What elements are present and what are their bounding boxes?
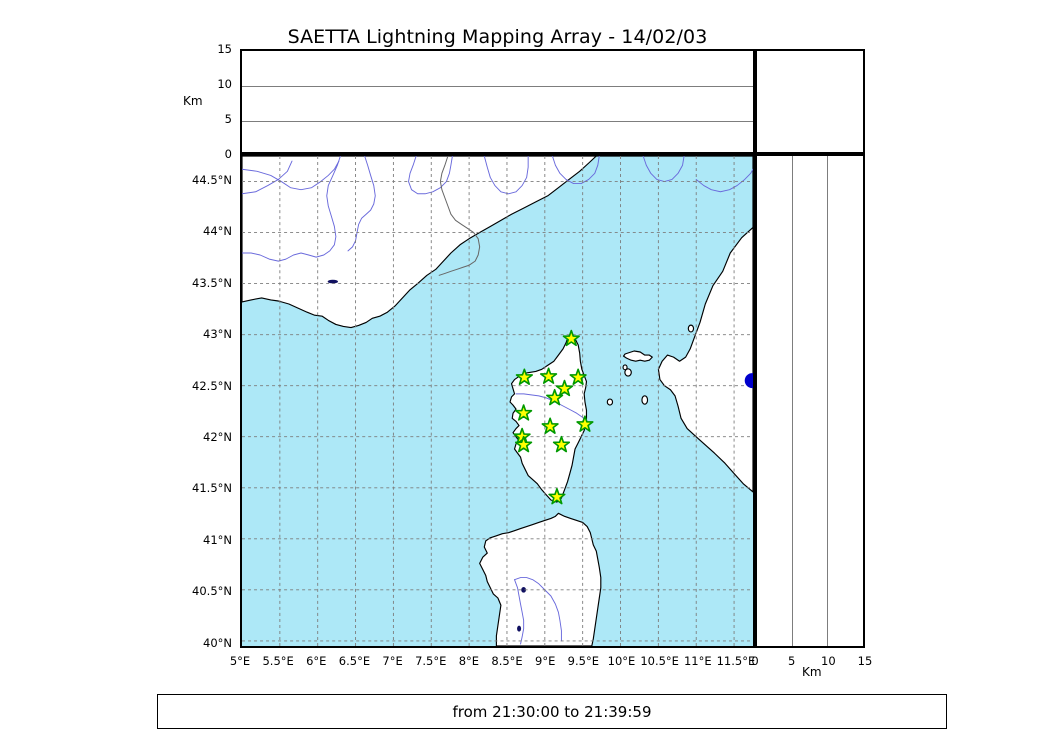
lma-station-marker-2[interactable] xyxy=(539,367,558,384)
landmass-islet-2 xyxy=(606,398,614,406)
map-lat-tick-1: 40.5°N xyxy=(192,584,232,599)
right-panel-gridline-5 xyxy=(792,156,793,646)
river-3 xyxy=(347,156,376,252)
top-panel-ytick-1: 5 xyxy=(224,112,232,126)
river-11 xyxy=(514,577,562,642)
map-lon-tick-1: 5.5°E xyxy=(262,654,294,668)
map-lon-tick-0: 5°E xyxy=(229,654,251,668)
map-lat-tick-2: 41°N xyxy=(203,532,232,547)
time-range-text: from 21:30:00 to 21:39:59 xyxy=(452,702,652,721)
page-title: SAETTA Lightning Mapping Array - 14/02/0… xyxy=(287,26,708,48)
landmass-islet-3 xyxy=(687,324,695,333)
map-lon-tick-4: 7°E xyxy=(382,654,403,668)
river-10 xyxy=(514,579,525,645)
map-lon-tick-10: 10°E xyxy=(607,654,636,668)
lake-2 xyxy=(327,279,339,284)
map-lat-tick-8: 44°N xyxy=(203,224,232,239)
lma-station-marker-6[interactable] xyxy=(515,404,533,421)
map-lon-tick-2: 6°E xyxy=(306,654,327,668)
landmass-france-liguria xyxy=(242,156,597,329)
lake-1 xyxy=(517,625,522,632)
river-5 xyxy=(483,156,529,195)
river-2 xyxy=(242,156,341,262)
landmass-islet-1 xyxy=(641,395,649,405)
lma-station-marker-4[interactable] xyxy=(555,379,574,397)
map-lon-tick-7: 8.5°E xyxy=(491,654,523,668)
lma-station-marker-8[interactable] xyxy=(541,417,559,434)
right-panel-xtick-1: 5 xyxy=(787,654,796,668)
map-lat-tick-0: 40°N xyxy=(203,635,232,650)
lma-station-marker-11[interactable] xyxy=(552,435,571,453)
top-altitude-panel[interactable] xyxy=(240,49,755,154)
top-panel-ytick-2: 10 xyxy=(217,77,232,91)
lma-station-marker-7[interactable] xyxy=(576,415,594,432)
map-lat-tick-4: 42°N xyxy=(203,430,232,445)
map-svg xyxy=(242,156,753,646)
vhf-source-marker-0[interactable] xyxy=(744,373,753,389)
top-panel-axis-label: Km xyxy=(183,94,203,108)
right-panel-xtick-3: 15 xyxy=(857,654,873,668)
lma-station-marker-1[interactable] xyxy=(515,368,533,385)
lma-station-marker-3[interactable] xyxy=(569,368,587,385)
river-8 xyxy=(695,168,753,193)
map-lon-tick-3: 6.5°E xyxy=(338,654,371,668)
map-lon-tick-12: 11°E xyxy=(683,654,712,668)
corner-panel xyxy=(755,49,865,154)
map-lon-tick-9: 9.5°E xyxy=(567,654,599,668)
top-panel-gridline-10 xyxy=(242,121,753,122)
river-0 xyxy=(242,160,293,195)
right-altitude-panel[interactable] xyxy=(755,154,865,648)
lake-0 xyxy=(521,587,527,593)
map-lat-tick-6: 43°N xyxy=(203,327,232,342)
river-4 xyxy=(408,156,453,195)
landmass-islet-0 xyxy=(624,368,632,377)
right-panel-xtick-0: 0 xyxy=(751,654,759,668)
map-panel[interactable] xyxy=(240,154,755,648)
map-lon-tick-8: 9°E xyxy=(535,654,556,668)
right-panel-axis-label: Km xyxy=(802,665,822,679)
lma-station-marker-10[interactable] xyxy=(515,435,533,453)
lma-station-marker-0[interactable] xyxy=(562,329,580,347)
top-panel-ytick-3: 15 xyxy=(217,42,232,56)
top-panel-gridline-5 xyxy=(242,86,753,87)
landmass-elba xyxy=(622,350,653,362)
landmass-sardinia xyxy=(479,512,602,646)
top-panel-ytick-0: 0 xyxy=(224,147,232,161)
map-lat-tick-3: 41.5°N xyxy=(192,481,232,496)
map-lon-tick-5: 7.5°E xyxy=(415,654,447,668)
river-6 xyxy=(551,156,600,185)
map-lon-tick-6: 8°E xyxy=(458,654,480,668)
river-1 xyxy=(242,160,340,191)
map-lat-tick-9: 44.5°N xyxy=(192,172,232,187)
map-lon-tick-13: 11.5°E xyxy=(716,654,756,668)
map-lat-tick-5: 42.5°N xyxy=(192,378,232,393)
right-panel-gridline-10 xyxy=(827,156,828,646)
national-border xyxy=(438,156,481,276)
time-range-status-bar: from 21:30:00 to 21:39:59 xyxy=(157,694,947,729)
landmass-islet-4 xyxy=(622,364,628,371)
lma-station-marker-5[interactable] xyxy=(546,388,564,406)
map-lon-tick-11: 10.5°E xyxy=(640,654,679,668)
right-panel-xtick-2: 10 xyxy=(821,654,836,668)
lma-station-marker-12[interactable] xyxy=(548,487,566,505)
map-lat-tick-7: 43.5°N xyxy=(192,275,232,290)
